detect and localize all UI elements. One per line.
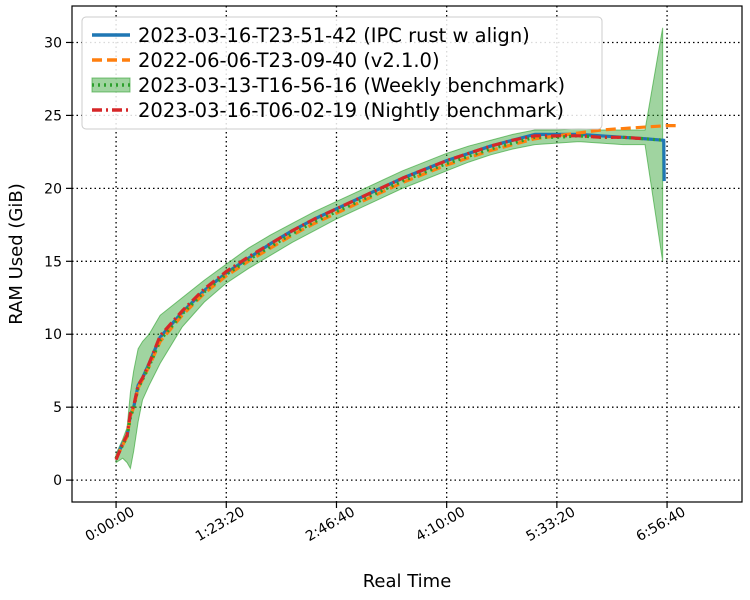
x-tick-label-2: 2:46:40 bbox=[303, 504, 358, 545]
legend: 2023-03-16-T23-51-42 (IPC rust w align)2… bbox=[81, 16, 603, 130]
legend-box bbox=[81, 16, 603, 130]
y-axis-title: RAM Used (GiB) bbox=[6, 183, 27, 324]
x-tick-label-1: 1:23:20 bbox=[193, 504, 248, 545]
y-tick-label-0: 0 bbox=[53, 473, 62, 489]
x-tick-label-0: 0:00:00 bbox=[83, 504, 138, 545]
series-line-3 bbox=[114, 134, 646, 461]
y-tick-label-5: 25 bbox=[44, 108, 62, 124]
x-tick-label-5: 6:56:40 bbox=[634, 504, 689, 545]
legend-label-3: 2023-03-16-T06-02-19 (Nightly benchmark) bbox=[138, 99, 564, 122]
legend-label-2: 2023-03-13-T16-56-16 (Weekly benchmark) bbox=[138, 74, 565, 97]
legend-label-0: 2023-03-16-T23-51-42 (IPC rust w align) bbox=[138, 24, 530, 47]
legend-label-1: 2022-06-06-T23-09-40 (v2.1.0) bbox=[138, 49, 440, 72]
y-tick-label-6: 30 bbox=[44, 35, 62, 51]
y-tick-label-4: 20 bbox=[44, 181, 62, 197]
grid bbox=[72, 6, 742, 502]
y-tick-label-1: 5 bbox=[53, 400, 62, 416]
x-tick-label-3: 4:10:00 bbox=[413, 504, 468, 545]
y-tick-label-2: 10 bbox=[44, 327, 62, 343]
series-lines bbox=[114, 124, 679, 461]
x-axis-title: Real Time bbox=[363, 571, 452, 592]
y-tick-label-3: 15 bbox=[44, 254, 62, 270]
x-tick-label-4: 5:33:20 bbox=[523, 504, 578, 545]
plot-frame bbox=[71, 5, 743, 503]
series-line-1 bbox=[114, 124, 679, 459]
